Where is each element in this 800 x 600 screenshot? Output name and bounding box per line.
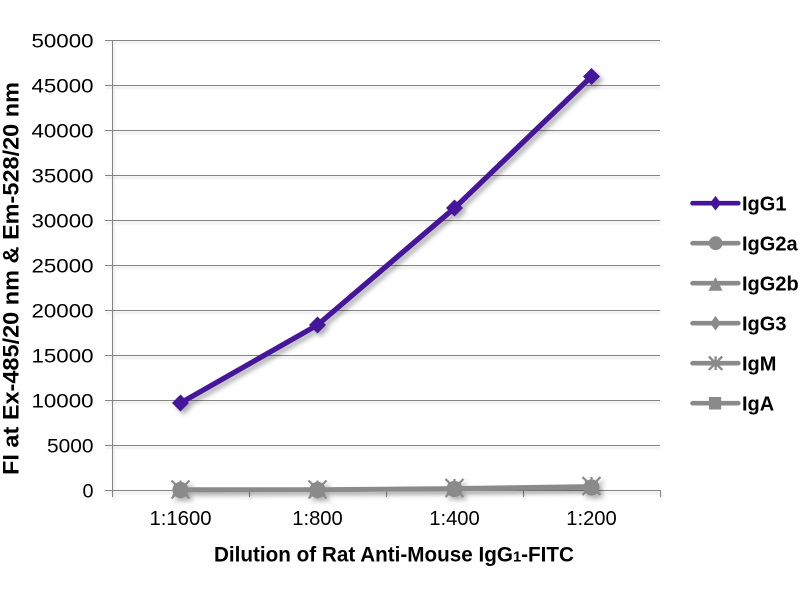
svg-text:1:1600: 1:1600 [150,507,212,530]
svg-text:IgA: IgA [742,393,774,415]
svg-text:1:800: 1:800 [292,507,343,530]
svg-text:IgG3: IgG3 [742,313,786,335]
svg-text:FI at Ex-485/20 nm & Em-528/20: FI at Ex-485/20 nm & Em-528/20 nm [0,82,24,475]
svg-text:30000: 30000 [32,210,94,232]
svg-text:1:200: 1:200 [566,507,617,530]
svg-text:10000: 10000 [32,390,94,412]
svg-text:20000: 20000 [32,300,94,322]
svg-text:IgG2b: IgG2b [742,273,799,295]
svg-text:50000: 50000 [32,30,94,52]
svg-text:IgG1: IgG1 [742,193,786,215]
svg-text:15000: 15000 [32,345,94,367]
svg-text:0: 0 [83,480,94,502]
svg-text:IgG2a: IgG2a [742,233,798,255]
svg-text:5000: 5000 [47,435,94,457]
svg-text:IgM: IgM [742,353,776,375]
svg-text:40000: 40000 [32,120,94,142]
svg-text:45000: 45000 [32,75,94,97]
svg-text:1:400: 1:400 [429,507,480,530]
svg-text:Dilution of Rat Anti-Mouse IgG: Dilution of Rat Anti-Mouse IgG1-FITC [214,544,574,567]
svg-text:25000: 25000 [32,255,94,277]
svg-text:35000: 35000 [32,165,94,187]
